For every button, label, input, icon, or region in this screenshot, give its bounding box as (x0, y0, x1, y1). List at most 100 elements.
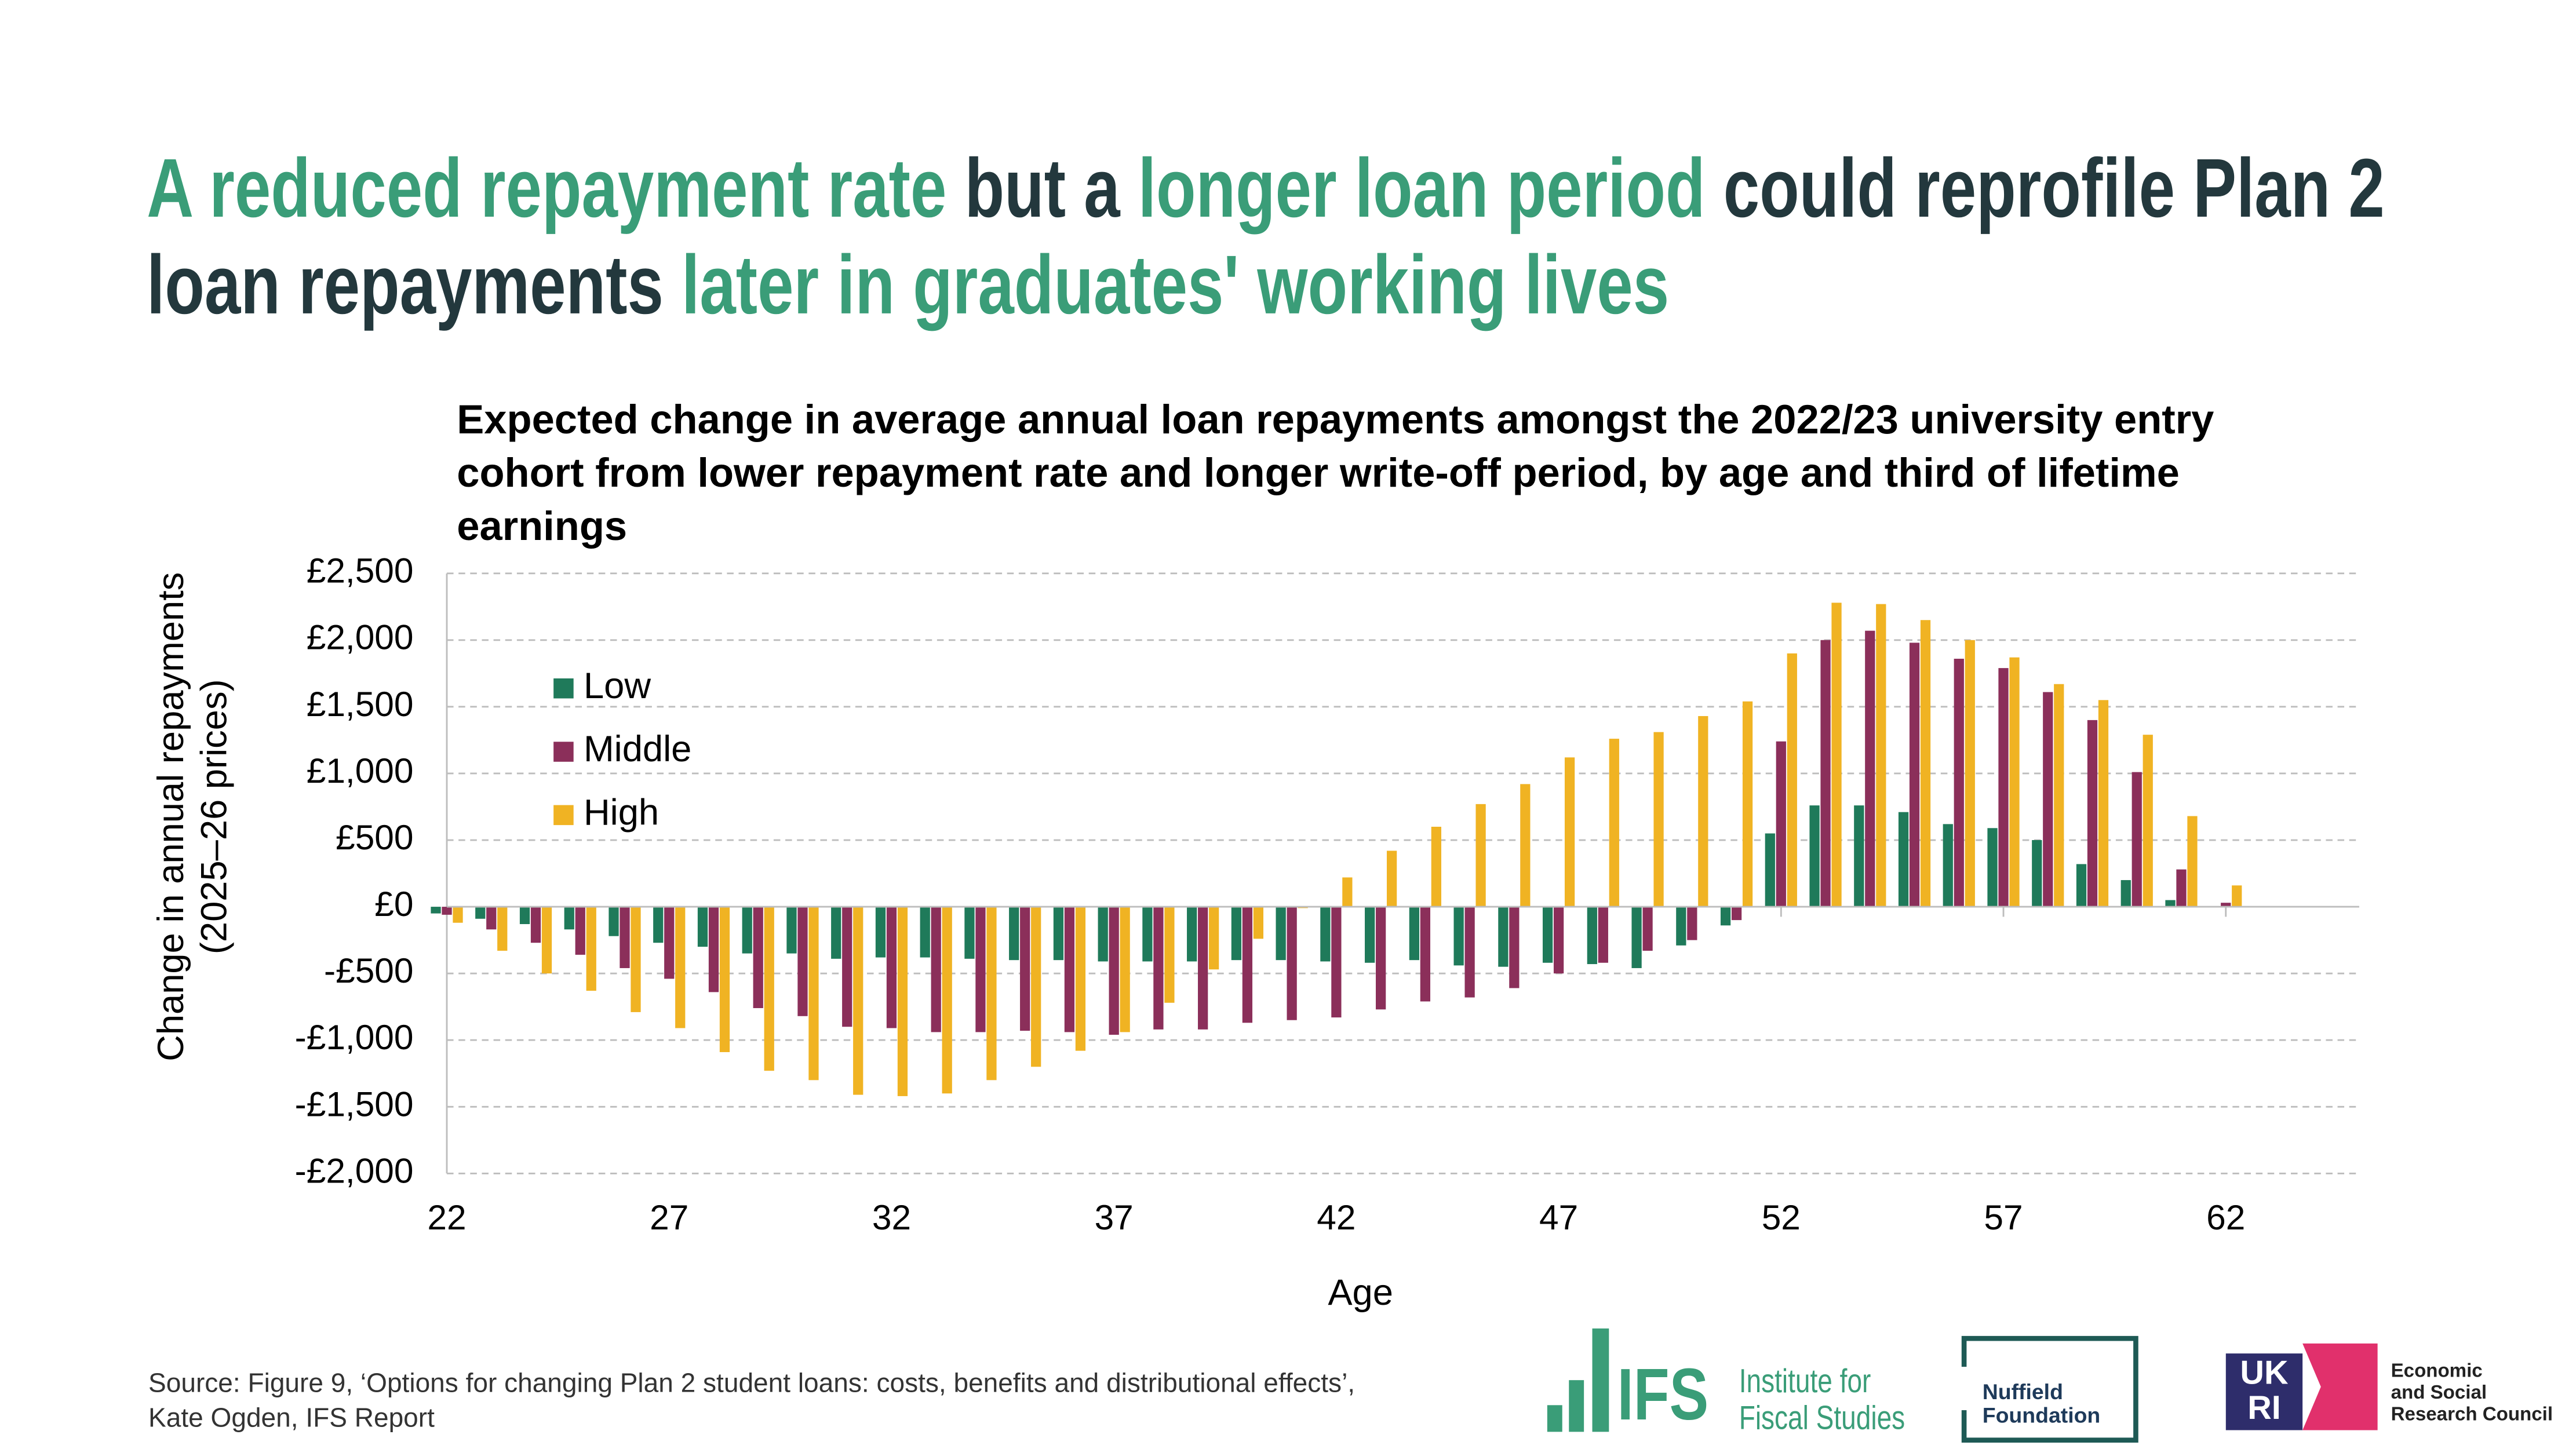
bar (653, 907, 664, 943)
bar (1276, 907, 1286, 961)
bar (1009, 907, 1019, 961)
bar (1776, 741, 1786, 907)
bar (2032, 840, 2042, 907)
y-tick-label: -£500 (324, 951, 414, 990)
bar (1965, 640, 1975, 907)
bar (1098, 907, 1108, 962)
bar (1609, 739, 1619, 907)
source-note: Source: Figure 9, ‘Options for changing … (148, 1370, 1356, 1434)
x-tick-label: 57 (1984, 1198, 2023, 1237)
bar (853, 907, 863, 1095)
bar (808, 907, 819, 1081)
bar (1053, 907, 1064, 961)
headline-segment: later in graduates' working lives (682, 238, 1670, 332)
y-tick-label: £1,000 (307, 751, 414, 790)
bar (1520, 784, 1531, 907)
y-tick-label: -£1,000 (295, 1017, 414, 1057)
bar (1587, 907, 1597, 965)
bar (1331, 907, 1342, 1018)
y-tick-label: £1,500 (307, 684, 414, 724)
bar (1831, 603, 1842, 907)
bar (1698, 716, 1708, 907)
x-tick-label: 37 (1095, 1198, 1134, 1237)
bar (1409, 907, 1420, 961)
y-axis-label: Change in annual repayments (151, 572, 191, 1061)
bar (1109, 907, 1119, 1035)
x-tick-label: 22 (427, 1198, 466, 1237)
x-tick-label: 32 (872, 1198, 911, 1237)
bar (541, 907, 552, 974)
bar (631, 907, 641, 1012)
bar (519, 907, 530, 925)
bar (1742, 701, 1753, 907)
bar (575, 907, 585, 955)
bar (1075, 907, 1086, 1051)
bar (742, 907, 752, 954)
bar (609, 907, 619, 936)
bar (986, 907, 997, 1081)
bar (697, 907, 708, 947)
bar (1253, 907, 1264, 939)
legend-label: High (584, 793, 659, 833)
legend-label: Middle (584, 729, 691, 769)
x-tick-label: 52 (1762, 1198, 1801, 1237)
bar (2120, 880, 2131, 907)
bar (1642, 907, 1653, 951)
bar (1209, 907, 1219, 970)
bar (1954, 658, 1964, 907)
bar (486, 907, 497, 930)
bar (1854, 805, 1864, 907)
bar (1386, 851, 1397, 907)
bar (1231, 907, 1242, 961)
bar (2187, 816, 2198, 907)
bar (1464, 907, 1475, 998)
bar (975, 907, 986, 1032)
bar (2098, 700, 2109, 907)
bar (842, 907, 852, 1027)
bar (586, 907, 596, 991)
y-tick-label: £2,500 (307, 551, 414, 590)
bar (1909, 643, 1920, 907)
bar (1720, 907, 1731, 926)
bar (530, 907, 541, 943)
bar (786, 907, 797, 954)
bar (764, 907, 774, 1071)
bar (1198, 907, 1208, 1030)
bar (620, 907, 630, 968)
bar (2076, 864, 2087, 907)
bar (1553, 907, 1564, 974)
bar (1731, 907, 1742, 921)
bar (1031, 907, 1041, 1067)
bar (1898, 812, 1909, 907)
bar (1342, 877, 1353, 907)
bar (1820, 640, 1831, 907)
bar (1431, 826, 1441, 907)
bar (1943, 824, 1953, 907)
bar (1787, 653, 1797, 907)
bar (664, 907, 675, 979)
bar (1920, 620, 1931, 907)
bar (875, 907, 886, 958)
bar (2143, 735, 2153, 907)
bar (2176, 869, 2187, 907)
x-axis-label: Age (1328, 1272, 1393, 1313)
bar (2054, 684, 2064, 907)
y-tick-label: -£2,000 (295, 1151, 414, 1190)
bar (753, 907, 763, 1009)
bar (1687, 907, 1697, 940)
bar (1598, 907, 1608, 963)
headline-segment: but a (964, 141, 1120, 235)
headline-segment: A reduced repayment rate (147, 141, 947, 235)
bar (1064, 907, 1075, 1032)
bar (2132, 772, 2142, 907)
bar (897, 907, 908, 1096)
bar (442, 907, 452, 915)
bar (1542, 907, 1553, 963)
bar (453, 907, 463, 923)
bar (1653, 732, 1664, 907)
bar (675, 907, 686, 1028)
bar (1498, 907, 1509, 967)
